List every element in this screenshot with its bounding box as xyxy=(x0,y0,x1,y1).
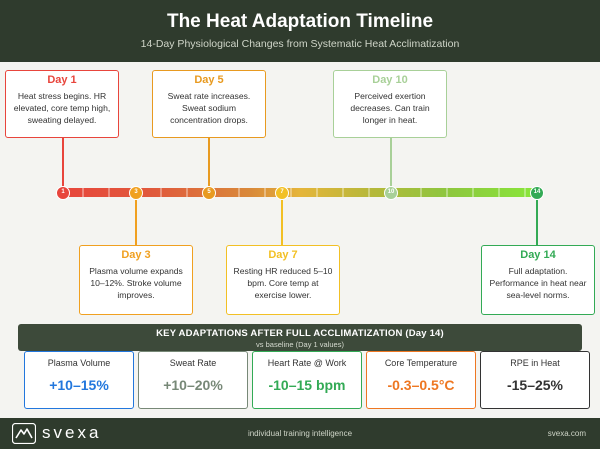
milestone-description: Sweat rate increases. Sweat sodium conce… xyxy=(167,91,251,125)
milestone-description: Heat stress begins. HR elevated, core te… xyxy=(13,91,111,125)
key-adaptations-title: KEY ADAPTATIONS AFTER FULL ACCLIMATIZATI… xyxy=(156,328,444,339)
milestone-card-day-7: Day 7 Resting HR reduced 5–10 bpm. Core … xyxy=(226,245,340,315)
page-subtitle: 14-Day Physiological Changes from System… xyxy=(140,38,460,50)
milestone-day: Day 14 xyxy=(520,249,556,261)
timeline-bar xyxy=(58,188,542,197)
stat-core-temperature: Core Temperature -0.3–0.5°C xyxy=(366,351,476,409)
connector-day-5 xyxy=(208,138,210,188)
marker-day-10: 10 xyxy=(384,186,398,200)
stat-value: +10–15% xyxy=(49,377,109,393)
milestone-day: Day 7 xyxy=(268,249,298,261)
milestone-card-day-5: Day 5 Sweat rate increases. Sweat sodium… xyxy=(152,70,266,138)
marker-day-1: 1 xyxy=(56,186,70,200)
header: The Heat Adaptation Timeline 14-Day Phys… xyxy=(0,0,600,62)
stat-sweat-rate: Sweat Rate +10–20% xyxy=(138,351,248,409)
milestone-description: Resting HR reduced 5–10 bpm. Core temp a… xyxy=(233,266,333,300)
marker-day-5: 5 xyxy=(202,186,216,200)
stat-value: -10–15 bpm xyxy=(268,377,346,393)
connector-day-14 xyxy=(536,200,538,245)
milestone-card-day-3: Day 3 Plasma volume expands 10–12%. Stro… xyxy=(79,245,193,315)
stat-value: +10–20% xyxy=(163,377,223,393)
marker-day-3: 3 xyxy=(129,186,143,200)
marker-day-7: 7 xyxy=(275,186,289,200)
stat-label: RPE in Heat xyxy=(510,358,560,368)
stat-rpe-in-heat: RPE in Heat -15–25% xyxy=(480,351,590,409)
milestone-day: Day 5 xyxy=(194,74,224,86)
stat-label: Core Temperature xyxy=(384,358,458,368)
milestone-card-day-10: Day 10 Perceived exertion decreases. Can… xyxy=(333,70,447,138)
marker-day-14: 14 xyxy=(530,186,544,200)
stat-label: Plasma Volume xyxy=(47,358,111,368)
stat-value: -15–25% xyxy=(506,377,564,393)
milestone-card-day-14: Day 14 Full adaptation. Performance in h… xyxy=(481,245,595,315)
key-adaptations-subtitle: vs baseline (Day 1 values) xyxy=(256,340,344,349)
footer: svexa individual training intelligence s… xyxy=(0,418,600,449)
connector-day-7 xyxy=(281,200,283,245)
milestone-description: Full adaptation. Performance in heat nea… xyxy=(489,266,587,300)
svexa-logo-icon xyxy=(12,423,36,444)
stat-heart-rate: Heart Rate @ Work -10–15 bpm xyxy=(252,351,362,409)
milestone-day: Day 1 xyxy=(47,74,77,86)
stat-value: -0.3–0.5°C xyxy=(387,377,455,393)
milestone-description: Perceived exertion decreases. Can train … xyxy=(350,91,430,125)
milestone-day: Day 3 xyxy=(121,249,151,261)
footer-site-link[interactable]: svexa.com xyxy=(547,429,586,438)
connector-day-10 xyxy=(390,138,392,188)
page-title: The Heat Adaptation Timeline xyxy=(166,11,434,32)
key-adaptations-banner: KEY ADAPTATIONS AFTER FULL ACCLIMATIZATI… xyxy=(18,324,582,351)
stat-label: Heart Rate @ Work xyxy=(267,358,347,368)
milestone-card-day-1: Day 1 Heat stress begins. HR elevated, c… xyxy=(5,70,119,138)
stat-plasma-volume: Plasma Volume +10–15% xyxy=(24,351,134,409)
milestone-description: Plasma volume expands 10–12%. Stroke vol… xyxy=(89,266,183,300)
stat-label: Sweat Rate xyxy=(169,358,217,368)
brand-name: svexa xyxy=(42,423,102,442)
connector-day-1 xyxy=(62,138,64,188)
milestone-day: Day 10 xyxy=(372,74,408,86)
connector-day-3 xyxy=(135,200,137,245)
footer-tagline: individual training intelligence xyxy=(247,429,353,438)
